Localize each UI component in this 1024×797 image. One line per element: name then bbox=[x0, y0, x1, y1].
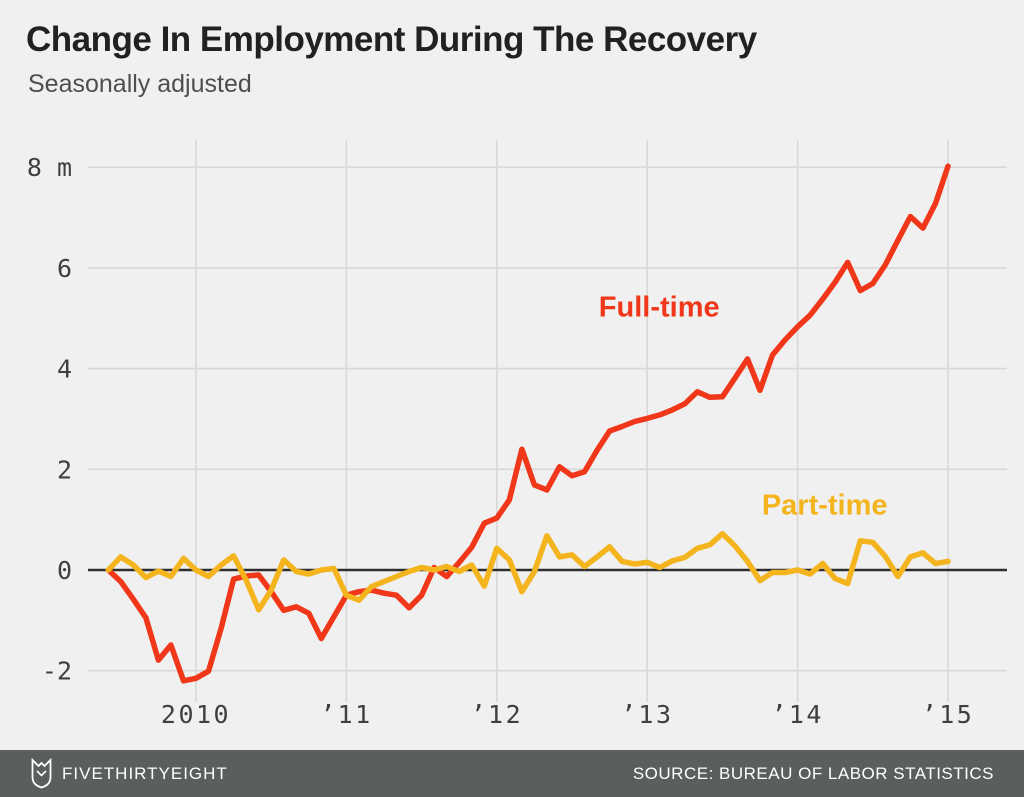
y-tick-label: 8 m bbox=[27, 153, 72, 182]
y-tick-label: 0 bbox=[57, 556, 72, 585]
brand-wordmark: FIVETHIRTYEIGHT bbox=[62, 763, 228, 783]
brand: FIVETHIRTYEIGHT bbox=[30, 758, 228, 789]
part-time-series-label: Part-time bbox=[761, 489, 888, 522]
y-tick-label: 6 bbox=[57, 254, 72, 283]
page-title: Change In Employment During The Recovery bbox=[26, 20, 757, 59]
y-tick-label: -2 bbox=[42, 657, 72, 686]
page-subtitle: Seasonally adjusted bbox=[28, 70, 252, 98]
x-tick-label: ’11 bbox=[320, 700, 373, 729]
part-time-line bbox=[105, 530, 951, 613]
employment-line-chart: 2010 ’11 ’12 ’13 ’14 ’15 8 m 6 4 2 0 -2 bbox=[27, 140, 1007, 729]
x-tick-label: ’15 bbox=[922, 700, 975, 729]
full-time-series-label: Full-time bbox=[598, 291, 720, 324]
y-tick-label: 4 bbox=[57, 355, 72, 384]
fivethirtyeight-fox-logo-icon bbox=[30, 758, 53, 789]
x-tick-label: ’12 bbox=[470, 700, 523, 729]
x-tick-label: ’14 bbox=[771, 700, 824, 729]
x-tick-label: ’13 bbox=[621, 700, 674, 729]
source-credit: SOURCE: BUREAU OF LABOR STATISTICS bbox=[632, 763, 994, 783]
footer-bar: FIVETHIRTYEIGHT SOURCE: BUREAU OF LABOR … bbox=[0, 750, 1024, 797]
y-tick-label: 2 bbox=[57, 455, 72, 484]
full-time-line bbox=[105, 163, 951, 684]
x-tick-label: 2010 bbox=[161, 700, 231, 729]
